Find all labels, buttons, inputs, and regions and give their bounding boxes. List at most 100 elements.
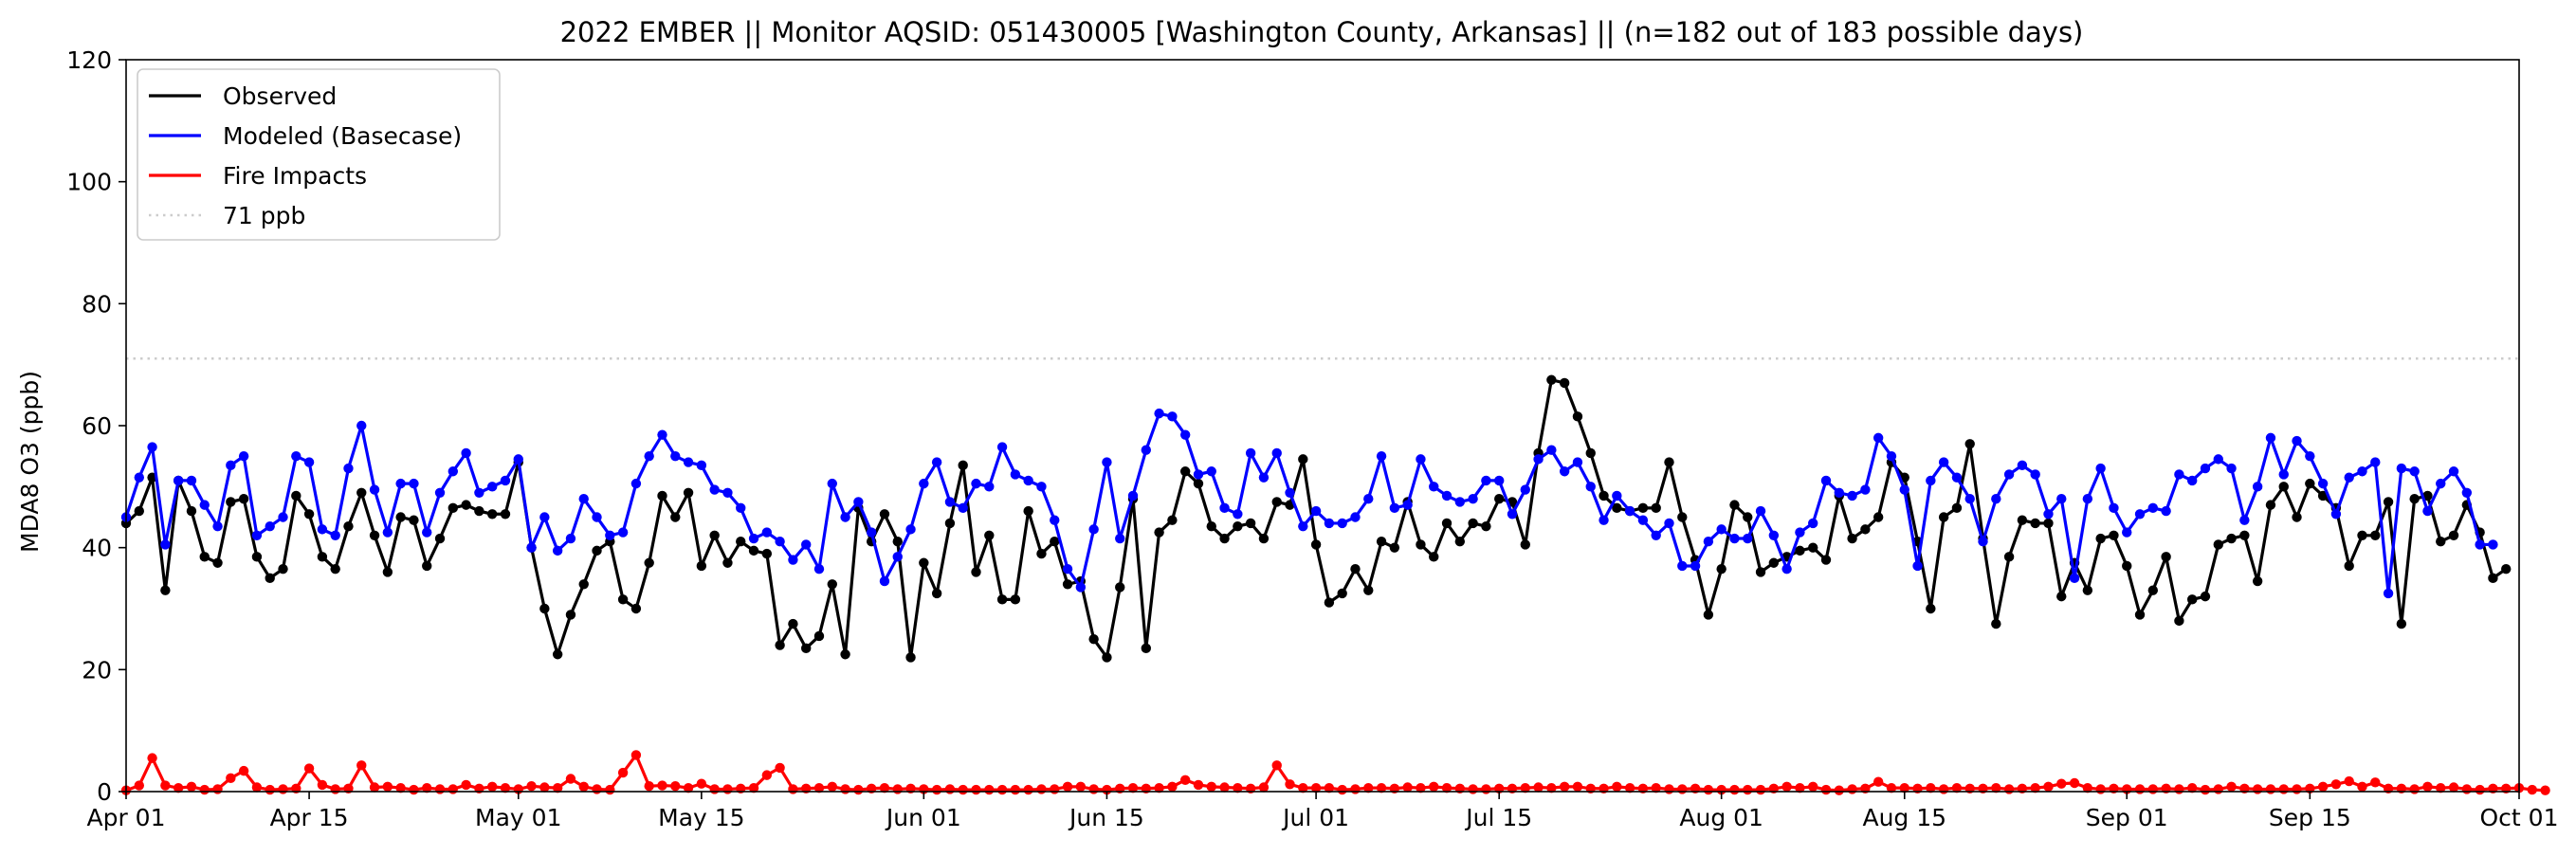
data-point <box>303 509 315 520</box>
data-point <box>2174 469 2184 480</box>
y-tick-label: 20 <box>82 656 112 684</box>
data-point <box>827 781 837 793</box>
data-point <box>1441 782 1452 793</box>
data-point <box>2396 463 2407 474</box>
data-point <box>905 524 916 535</box>
data-point <box>892 537 903 547</box>
data-point <box>1481 475 1491 486</box>
data-point <box>1677 560 1688 572</box>
data-point <box>709 784 720 794</box>
data-point <box>931 784 942 795</box>
data-point <box>2043 781 2054 793</box>
data-point <box>2174 784 2184 794</box>
data-point <box>644 557 654 568</box>
data-point <box>2030 782 2040 793</box>
data-point <box>1637 502 1649 514</box>
data-point <box>1350 512 1361 522</box>
data-point <box>1964 494 1975 504</box>
data-point <box>2069 777 2080 789</box>
data-point <box>736 537 746 547</box>
data-point <box>1010 784 1021 795</box>
data-point <box>1716 563 1726 574</box>
data-point <box>879 782 890 793</box>
data-point <box>996 784 1008 795</box>
data-point <box>251 552 263 562</box>
data-point <box>617 594 629 605</box>
data-point <box>134 505 144 517</box>
data-point <box>2501 563 2512 574</box>
data-point <box>2317 781 2329 793</box>
data-point <box>1219 533 1230 544</box>
data-point <box>827 478 837 489</box>
data-point <box>813 563 825 574</box>
data-point <box>2344 560 2354 572</box>
data-point <box>2003 784 2015 794</box>
data-point <box>552 649 563 660</box>
data-point <box>160 585 171 595</box>
legend-label: 71 ppb <box>223 202 305 229</box>
data-point <box>2436 478 2446 489</box>
data-point <box>722 784 733 794</box>
data-point <box>1429 482 1439 492</box>
data-point <box>356 760 367 771</box>
data-point <box>434 487 446 498</box>
data-point <box>1350 784 1361 794</box>
data-point <box>2292 435 2302 447</box>
data-point <box>2357 466 2367 477</box>
data-point <box>1310 505 1322 517</box>
data-point <box>1494 494 1505 504</box>
data-point <box>1743 784 1753 795</box>
data-point <box>134 780 144 791</box>
data-point <box>1050 784 1060 794</box>
data-point <box>317 552 328 562</box>
data-point <box>1599 515 1609 525</box>
data-point <box>2161 552 2171 562</box>
data-point <box>212 784 223 794</box>
data-point <box>1324 782 1335 793</box>
data-point <box>1271 497 1282 507</box>
data-point <box>2134 784 2146 794</box>
data-point <box>1310 539 1322 550</box>
data-point <box>461 447 471 459</box>
data-point <box>1102 652 1112 663</box>
data-point <box>919 557 929 568</box>
data-point <box>1546 445 1557 455</box>
data-point <box>1926 782 1936 793</box>
data-point <box>1324 518 1335 529</box>
data-point <box>1167 411 1178 422</box>
data-point <box>382 781 393 793</box>
data-point <box>2305 478 2315 489</box>
data-point <box>1873 776 1884 787</box>
data-point <box>1729 500 1740 510</box>
data-point <box>382 567 393 577</box>
data-point <box>461 779 471 791</box>
data-point <box>2134 509 2146 520</box>
data-point <box>1115 582 1125 593</box>
data-point <box>1847 490 1857 501</box>
data-point <box>1481 520 1491 532</box>
data-point <box>1808 781 1818 793</box>
data-point <box>1520 539 1530 550</box>
data-point <box>1193 779 1204 791</box>
data-point <box>1245 447 1256 459</box>
data-point <box>2252 784 2263 794</box>
data-point <box>369 530 380 540</box>
data-point <box>1050 515 1060 525</box>
data-point <box>409 784 419 795</box>
x-tick-label: Jul 15 <box>1464 804 1532 831</box>
data-point <box>1781 781 1792 793</box>
data-point <box>1075 781 1087 793</box>
data-point <box>1376 537 1387 547</box>
data-point <box>2109 530 2119 540</box>
data-point <box>2003 552 2015 562</box>
data-point <box>199 552 210 562</box>
data-point <box>2226 781 2237 793</box>
data-point <box>539 782 550 793</box>
data-point <box>2357 781 2367 793</box>
data-point <box>2278 469 2289 480</box>
data-point <box>879 575 890 587</box>
data-point <box>958 784 968 795</box>
data-point <box>1991 618 2001 629</box>
data-point <box>265 784 275 795</box>
